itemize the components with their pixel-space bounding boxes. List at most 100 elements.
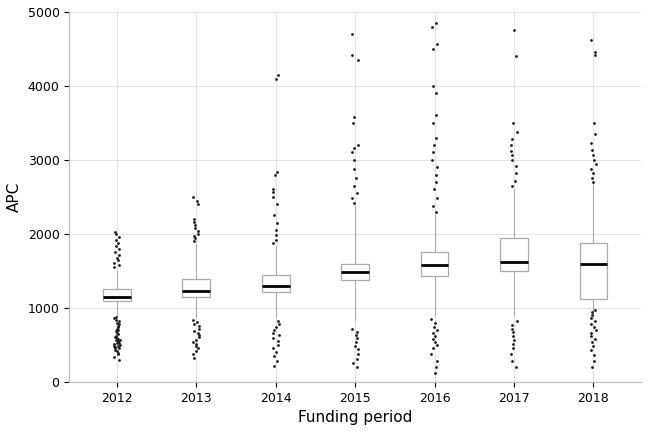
Point [112,338,122,345]
Point [110,345,120,352]
Point [191,348,202,355]
Point [509,27,519,34]
Point [189,232,200,239]
Point [351,338,361,345]
Point [113,349,124,356]
Point [586,333,596,340]
Point [511,318,522,324]
Point [507,152,517,159]
Point [428,335,439,342]
Point [192,201,203,208]
Point [189,355,200,362]
Point [506,148,516,155]
Point [347,325,357,332]
Point [113,339,124,346]
Point [190,235,200,242]
Bar [579,244,607,299]
Point [588,358,599,365]
Point [585,346,596,353]
Point [113,324,123,330]
Point [507,340,518,347]
Point [349,182,360,189]
Point [113,251,124,258]
Point [109,353,119,360]
Point [349,114,359,121]
Bar [500,238,528,271]
Point [351,175,362,182]
Point [586,174,597,181]
Point [353,350,364,357]
Point [111,348,122,355]
Point [588,152,598,159]
Point [194,325,204,332]
Y-axis label: APC: APC [7,182,22,212]
Point [112,254,122,261]
Point [268,363,279,370]
Point [351,332,361,339]
Point [269,353,279,359]
Point [188,351,198,358]
Point [511,364,522,371]
Point [352,335,362,342]
Point [586,314,596,321]
Point [587,309,597,316]
Point [432,195,443,202]
Point [189,219,199,226]
Point [507,329,518,336]
Point [113,257,123,264]
Point [590,130,600,137]
Point [588,170,598,177]
Point [348,119,358,126]
Point [109,314,119,321]
Point [111,242,121,249]
Point [511,170,522,177]
Point [349,199,359,206]
Point [507,358,517,365]
Point [512,128,522,135]
Point [192,345,203,352]
Point [113,239,124,246]
Point [430,333,440,340]
Point [110,343,120,350]
Point [432,164,442,171]
Point [590,318,600,324]
Point [273,321,284,327]
Point [511,53,521,60]
Point [271,236,281,243]
Point [268,185,279,192]
Point [430,319,440,326]
Point [347,31,358,38]
Point [192,330,203,337]
Point [506,325,516,332]
Point [587,342,597,349]
Point [191,343,201,350]
Point [427,156,437,163]
Point [110,337,121,344]
Point [114,318,124,324]
Point [112,335,122,342]
Point [428,45,439,52]
Point [507,333,518,340]
Point [431,112,441,119]
Point [430,208,441,215]
Point [268,330,279,337]
Point [590,51,600,58]
Point [268,335,278,342]
Point [431,364,441,371]
Point [268,212,279,219]
Point [508,345,518,352]
Point [507,182,518,189]
Point [268,345,278,352]
Point [193,227,203,234]
Point [109,343,119,350]
Point [113,356,124,363]
Point [591,161,601,168]
Bar [182,279,210,297]
Point [588,352,599,359]
Point [586,165,596,172]
Point [507,321,518,328]
Point [353,142,363,149]
Point [193,332,203,339]
Point [588,119,599,126]
Point [189,194,199,200]
